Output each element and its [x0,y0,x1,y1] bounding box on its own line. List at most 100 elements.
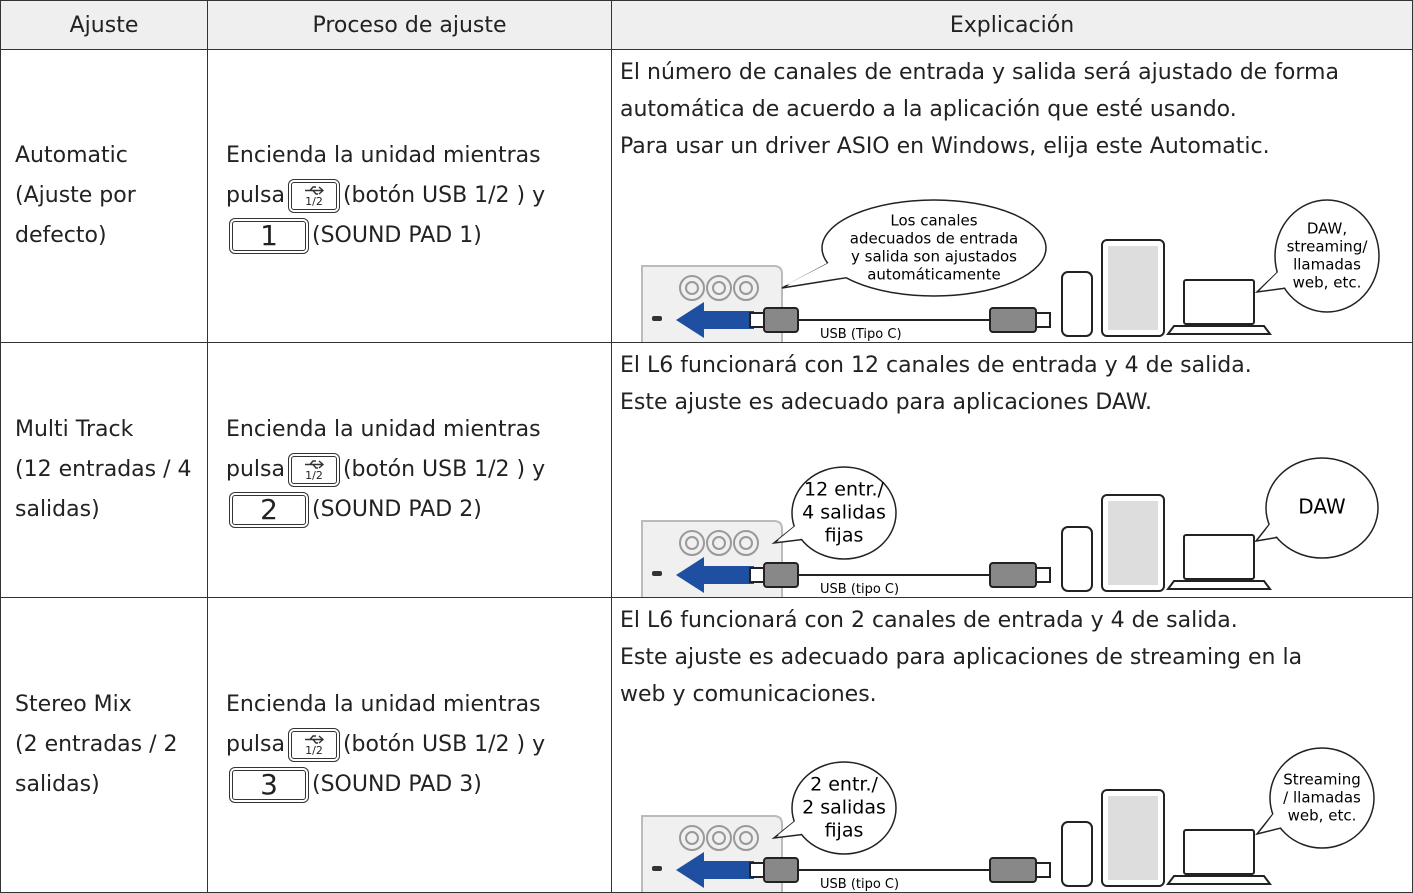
bubble-text: fijas [825,524,864,546]
process-text: (botón USB 1/2 ) y [342,732,546,757]
process-text: (botón USB 1/2 ) y [342,457,546,482]
usb-port [652,571,662,576]
explanation-line: El L6 funcionará con 2 canales de entrad… [620,608,1238,633]
bubble [791,761,897,855]
connector [989,307,1037,333]
bubble-text: 2 entr./ [810,774,878,796]
jack [706,530,732,556]
process-text: (SOUND PAD 1) [312,223,482,248]
connector-tip [749,862,765,878]
bubble-text: llamadas [1293,256,1361,274]
explanation-line: Para usar un driver ASIO en Windows, eli… [620,134,1270,159]
process-line: 3 (SOUND PAD 3) [226,765,611,805]
usb-icon [304,735,325,744]
setting-line: (12 entradas / 4 [15,457,192,482]
explanation-line: El L6 funcionará con 12 canales de entra… [620,353,1252,378]
bubble-text: fijas [825,819,864,841]
process-text: pulsa [226,183,285,208]
connector-tip [749,312,765,328]
jack [685,281,699,295]
jack [739,281,753,295]
setting-line: Stereo Mix [15,692,132,717]
setting-cell: Multi Track (12 entradas / 4 salidas) [0,343,208,598]
jack [733,825,759,851]
cable-label: USB (tipo C) [820,582,899,597]
setting-cell: Stereo Mix (2 entradas / 2 salidas) [0,598,208,893]
usb-port [652,866,662,871]
jack [712,831,726,845]
bubble-text: DAW, [1307,220,1347,238]
process-line: pulsa 1/2 (botón USB 1/2 ) y [226,176,611,216]
process-text: (SOUND PAD 2) [312,497,482,522]
connector-tip [1035,567,1051,583]
usb-port [652,316,662,321]
setting-cell: Automatic (Ajuste por defecto) [0,50,208,343]
laptop-screen [1183,279,1255,325]
explanation-line: Este ajuste es adecuado para aplicacione… [620,645,1303,670]
cable-label: USB (Tipo C) [820,327,902,342]
process-line: pulsa 1/2 (botón USB 1/2 ) y [226,725,611,765]
connector [763,562,799,588]
setting-line: salidas) [15,497,100,522]
tail-cover [786,257,867,285]
header-cell: Explicación [612,0,1413,50]
arrow [676,302,754,338]
explanation-line: automática de acuerdo a la aplicación qu… [620,97,1237,122]
process-line: 1 (SOUND PAD 1) [226,216,611,256]
pad-key: 1 [229,218,309,254]
bubble-text: Los canales [890,212,977,230]
bubble [1265,457,1379,559]
tail-cover [1260,518,1289,538]
bubble-text: 4 salidas [802,502,886,524]
process-text: pulsa [226,457,285,482]
usb-key-label: 1/2 [305,469,323,482]
bubble [821,199,1047,297]
laptop-screen [1183,829,1255,875]
connector-tip [1035,312,1051,328]
tablet-screen [1108,501,1158,585]
setting-line: (2 entradas / 2 [15,732,178,757]
bubble-text: streaming/ [1287,238,1369,256]
process-line: Encienda la unidad mientras [226,143,541,168]
setting-line: defecto) [15,223,107,248]
usb-icon [304,460,325,469]
bubble [791,466,897,560]
explanation-line: El número de canales de entrada y salida… [620,60,1339,85]
bubble-text: Streaming [1283,771,1360,789]
jack [739,536,753,550]
usb-symbol [304,186,325,195]
connector [989,857,1037,883]
jack [712,536,726,550]
connector-tip [1035,862,1051,878]
usb-key-label: 1/2 [305,744,323,757]
usb-key: 1/2 [287,728,340,762]
setting-line: Automatic [15,143,128,168]
pad-key: 3 [229,767,309,803]
tail-cover [1261,267,1296,289]
process-cell: Encienda la unidad mientras pulsa 1/2 (botó… [208,343,612,598]
setting-line: (Ajuste por [15,183,136,208]
process-cell: Encienda la unidad mientras pulsa 1/2 (botó… [208,598,612,893]
usb-symbol [304,460,325,469]
explanation-line: Este ajuste es adecuado para aplicacione… [620,390,1153,415]
bubble-text: adecuados de entrada [850,230,1018,248]
jack [733,530,759,556]
laptop-base [1166,875,1272,885]
process-line: Encienda la unidad mientras [226,417,541,442]
bubble-text: / llamadas [1283,789,1361,807]
setting-line: Multi Track [15,417,134,442]
explanation-cell: El L6 funcionará con 2 canales de entrad… [612,598,1413,893]
bubble-text: y salida son ajustados [851,248,1017,266]
bubble-text: DAW [1298,495,1346,519]
laptop-base [1166,580,1272,590]
bubble-text: web, etc. [1293,274,1362,292]
tail-cover [1261,808,1291,831]
usb-symbol [304,735,325,744]
process-text: (SOUND PAD 3) [312,772,482,797]
